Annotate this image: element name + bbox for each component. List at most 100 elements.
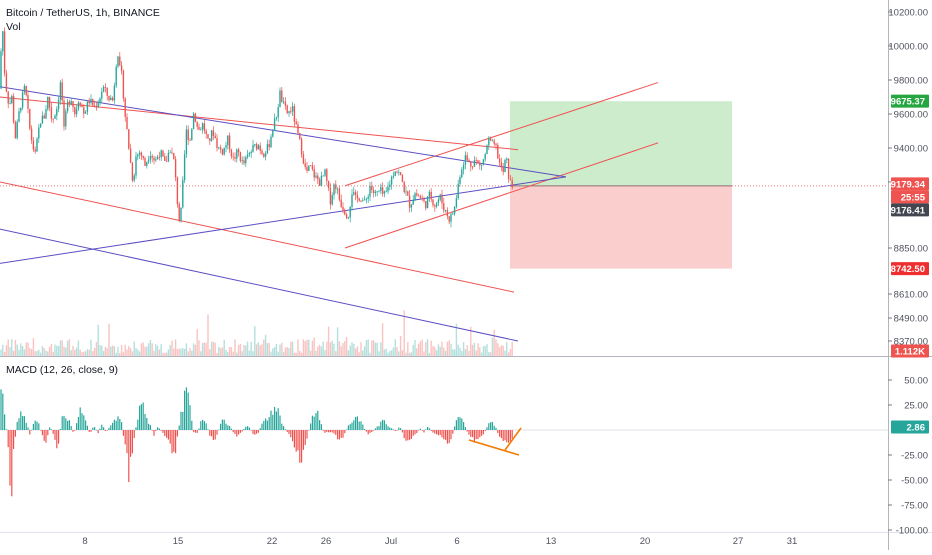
volume-layer xyxy=(0,310,513,356)
volume-bar xyxy=(129,348,132,356)
volume-bar xyxy=(133,341,135,356)
volume-bar xyxy=(52,351,54,356)
candle xyxy=(63,100,65,127)
target-zone[interactable] xyxy=(510,101,732,186)
volume-bar xyxy=(81,352,83,356)
candle xyxy=(101,91,103,99)
volume-bar xyxy=(354,348,357,356)
macd-histogram-bar xyxy=(68,420,70,430)
candle xyxy=(147,159,150,162)
macd-histogram-bar xyxy=(482,430,484,435)
macd-histogram-bar xyxy=(104,430,106,431)
candle xyxy=(173,152,175,160)
macd-histogram-bar xyxy=(499,430,501,437)
time-tick-label: 22 xyxy=(267,536,278,547)
price-tick-label: 10200.00 xyxy=(888,8,928,19)
candle xyxy=(32,140,35,150)
candle xyxy=(376,191,378,193)
macd-histogram-bar xyxy=(257,430,259,433)
trendline-red[interactable] xyxy=(0,96,519,151)
volume-bar xyxy=(444,350,447,356)
macd-histogram-bar xyxy=(450,430,452,440)
volume-bar xyxy=(279,344,281,356)
candle xyxy=(309,165,312,167)
volume-bar xyxy=(151,343,153,356)
trendline-purple[interactable] xyxy=(0,228,519,342)
volume-bar xyxy=(167,349,170,356)
candle xyxy=(399,172,402,176)
candle xyxy=(180,207,182,221)
candle xyxy=(459,177,461,184)
volume-bar xyxy=(477,343,479,356)
macd-histogram-bar xyxy=(47,430,49,436)
trendline-red[interactable] xyxy=(344,142,659,249)
candle xyxy=(421,198,423,200)
candle xyxy=(453,206,456,214)
volume-bar xyxy=(216,352,218,356)
candle xyxy=(423,199,425,202)
macd-histogram-bar xyxy=(376,426,378,430)
candle xyxy=(14,122,17,139)
volume-bar xyxy=(471,344,474,356)
volume-bar xyxy=(5,345,8,356)
candle xyxy=(61,82,63,101)
volume-bar xyxy=(38,349,40,356)
volume-bar xyxy=(174,339,177,356)
candle xyxy=(412,200,414,205)
volume-bar xyxy=(189,347,191,356)
macd-histogram-bar xyxy=(110,425,112,430)
volume-bar xyxy=(59,340,62,356)
macd-histogram-bar xyxy=(329,430,331,433)
macd-histogram-bar xyxy=(270,410,272,430)
candle xyxy=(99,98,101,103)
candle xyxy=(347,217,350,219)
trendline-red[interactable] xyxy=(0,181,515,293)
candle xyxy=(466,155,468,160)
macd-histogram-bar xyxy=(441,430,443,438)
trendline-red[interactable] xyxy=(344,82,659,187)
macd-divergence-line[interactable] xyxy=(504,427,522,451)
candle xyxy=(385,191,387,193)
macd-histogram-bar xyxy=(362,424,364,430)
candle xyxy=(120,65,123,71)
stop-zone[interactable] xyxy=(510,185,732,269)
macd-histogram-bar xyxy=(488,423,490,430)
macd-histogram-bar xyxy=(495,427,497,430)
macd-histogram-bar xyxy=(493,425,495,430)
macd-histogram-bar xyxy=(468,430,470,435)
volume-bar xyxy=(268,342,270,356)
volume-bar xyxy=(29,347,31,356)
volume-bar xyxy=(27,342,29,356)
volume-bar xyxy=(225,349,227,356)
candle xyxy=(405,191,407,193)
trendline-purple[interactable] xyxy=(0,86,567,178)
candle xyxy=(383,191,386,194)
candle xyxy=(167,152,170,162)
macd-histogram-bar xyxy=(16,421,18,430)
macd-divergence-line[interactable] xyxy=(468,439,520,456)
candle xyxy=(29,108,31,129)
macd-histogram-bar xyxy=(430,430,432,431)
macd-histogram-bar xyxy=(389,427,391,430)
candle xyxy=(392,175,395,177)
macd-histogram-bar xyxy=(311,415,313,430)
macd-histogram-bar xyxy=(328,430,330,433)
macd-histogram-bar xyxy=(250,430,252,431)
volume-bar xyxy=(182,348,184,356)
trendline-purple[interactable] xyxy=(0,176,567,264)
volume-bar xyxy=(149,339,152,356)
volume-bar xyxy=(297,339,299,356)
macd-histogram-bar xyxy=(40,430,42,431)
candle xyxy=(250,151,252,153)
volume-bar xyxy=(146,346,148,356)
candle xyxy=(327,181,330,189)
macd-histogram-bar xyxy=(288,430,290,434)
volume-bar xyxy=(380,342,382,356)
candle xyxy=(338,188,341,200)
volume-bar xyxy=(72,345,74,356)
candle xyxy=(345,214,348,219)
candle xyxy=(322,175,324,177)
volume-bar xyxy=(372,340,375,356)
